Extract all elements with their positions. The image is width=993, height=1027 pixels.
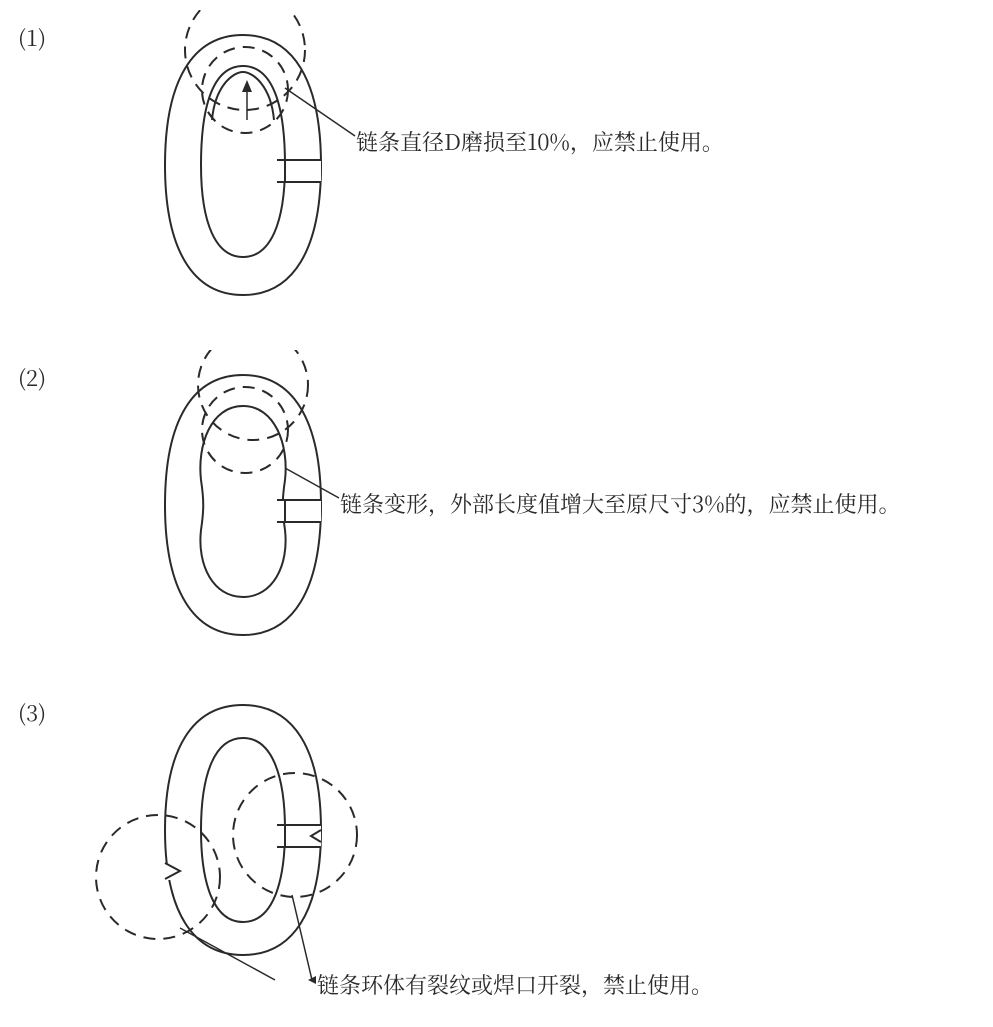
item-3-diagram bbox=[80, 680, 500, 1000]
item-2-label: (2) bbox=[18, 362, 46, 393]
item-2-caption: 链条变形，外部长度值增大至原尺寸3%的，应禁止使用。 bbox=[340, 488, 901, 519]
page: (1) 链条直径D磨损至10%，应禁止使用。 (2) bbox=[0, 0, 993, 1027]
item-3-label: (3) bbox=[18, 697, 46, 728]
item-1-label: (1) bbox=[18, 22, 46, 53]
item-1-caption: 链条直径D磨损至10%，应禁止使用。 bbox=[356, 126, 724, 157]
item-1-diagram bbox=[145, 10, 505, 310]
item-3-caption: 链条环体有裂纹或焊口开裂，禁止使用。 bbox=[317, 969, 713, 1000]
